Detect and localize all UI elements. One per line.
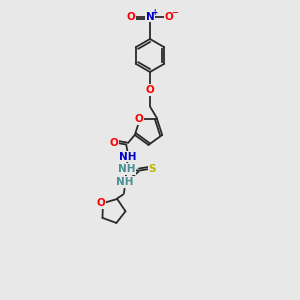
Text: O: O [110,138,118,148]
Text: S: S [148,164,156,174]
Text: +: + [151,8,157,17]
Text: −: − [171,8,178,17]
Text: NH: NH [119,152,137,161]
Text: O: O [146,85,154,95]
Text: N: N [146,11,154,22]
Text: NH: NH [116,177,134,187]
Text: O: O [164,11,173,22]
Text: O: O [127,11,136,22]
Text: O: O [97,198,106,208]
Text: NH: NH [118,164,135,174]
Text: O: O [134,114,143,124]
